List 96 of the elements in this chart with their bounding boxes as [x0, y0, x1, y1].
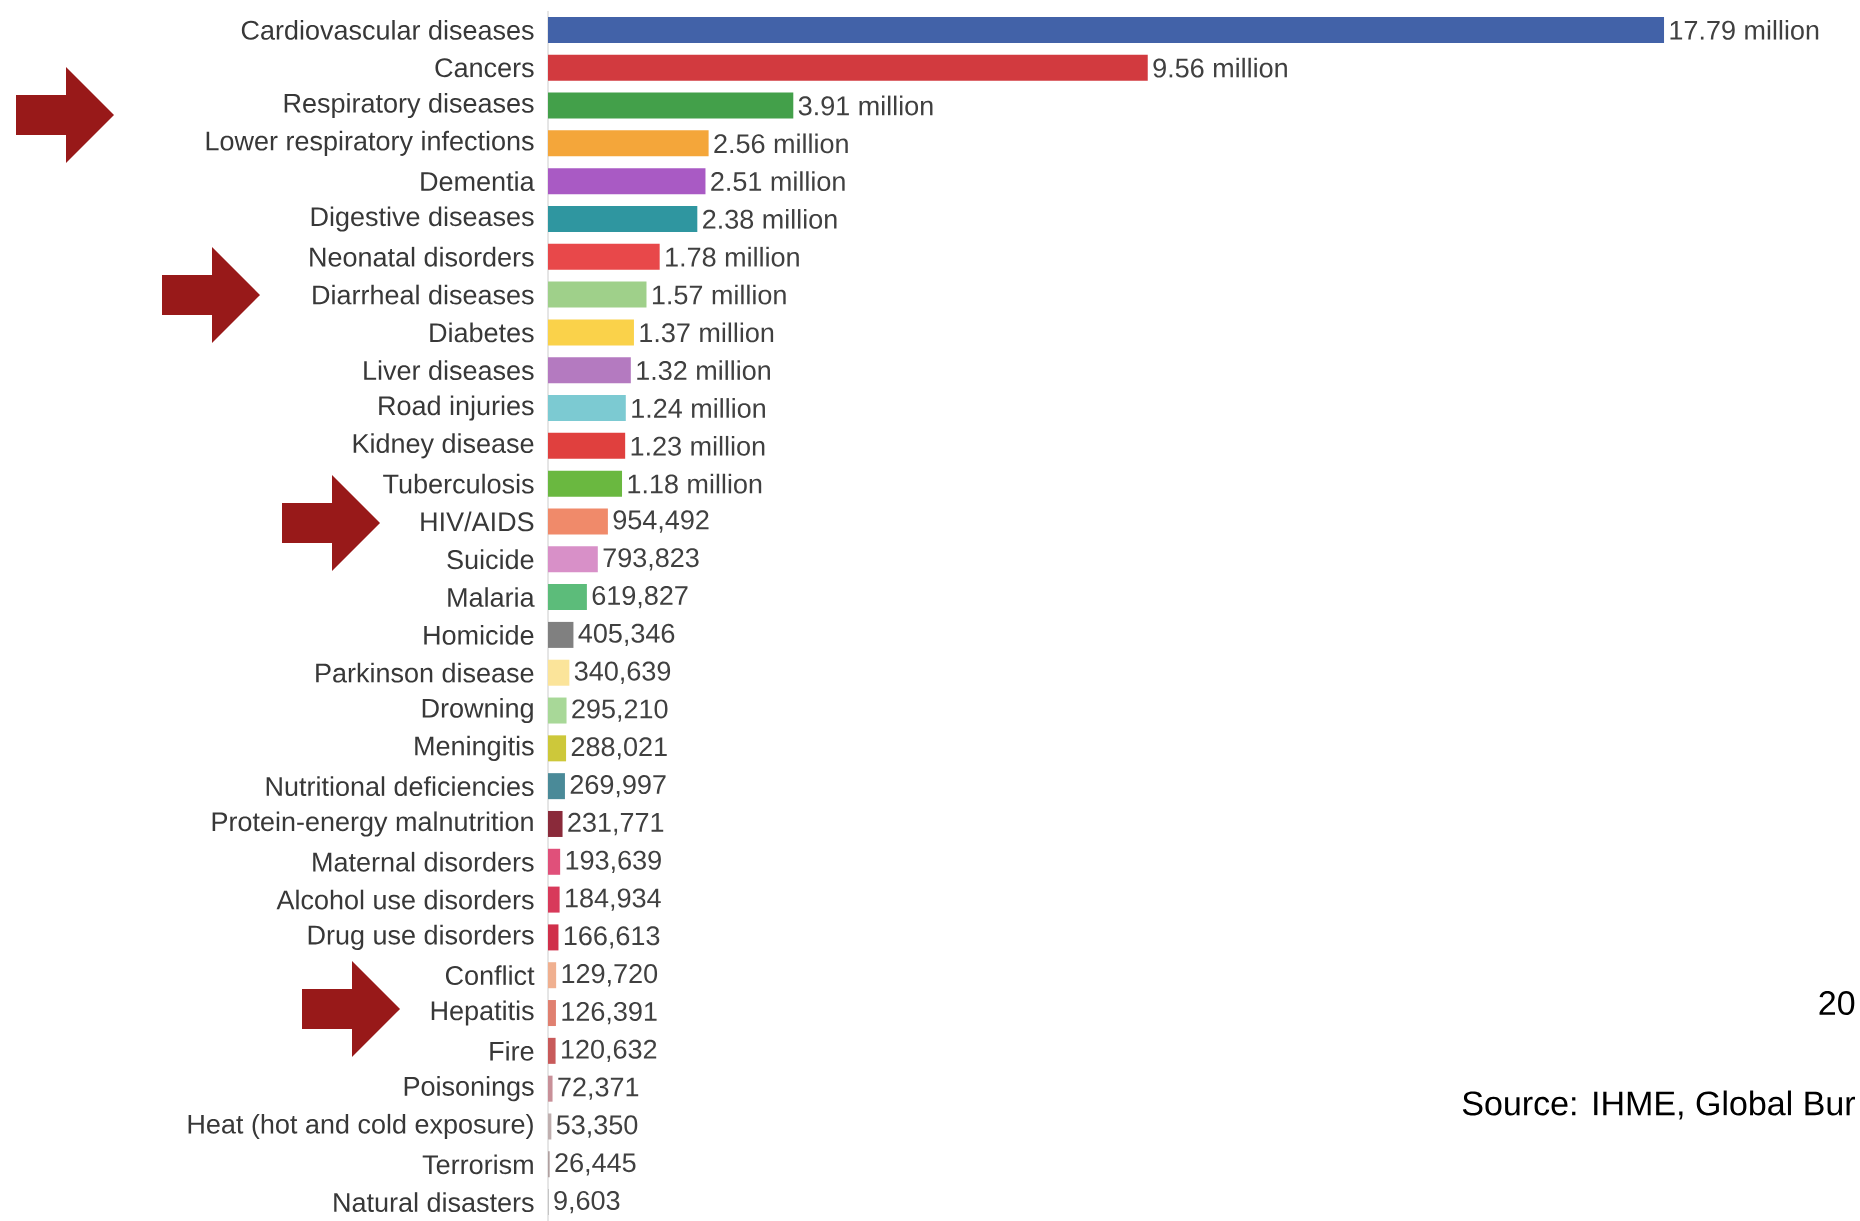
y-tick-label: Suicide [447, 549, 534, 569]
data-label: 1.37 million [640, 322, 774, 343]
data-label: 231,771 [568, 812, 664, 835]
data-label: 793,823 [603, 547, 699, 571]
annotation: Source: IHME, Global Bur [1462, 1090, 1856, 1120]
y-tick-label: Terrorism [422, 1154, 533, 1174]
bar [548, 962, 557, 989]
bar [548, 1075, 553, 1102]
bar [548, 167, 706, 194]
y-tick-label: Heat (hot and cold exposure) [188, 1113, 533, 1139]
text: 20 [1819, 990, 1855, 1015]
bar [548, 16, 1665, 43]
bar [548, 697, 567, 724]
bar [548, 243, 660, 270]
y-tick-label: Road injuries [379, 395, 534, 421]
bar [548, 924, 559, 951]
bar [548, 205, 698, 232]
data-label: 129,720 [562, 963, 658, 987]
bar [548, 621, 574, 648]
bar [548, 772, 565, 799]
bar [548, 92, 794, 119]
y-tick-label: Drowning [422, 697, 533, 723]
y-tick-label: Meningitis [415, 735, 534, 761]
bar [548, 546, 598, 573]
data-label: 126,391 [562, 1001, 657, 1025]
data-label: 9,603 [554, 1190, 620, 1214]
y-tick-label: Nutritional deficiencies [266, 776, 534, 796]
y-tick-label: Conflict [445, 965, 535, 985]
bar [548, 432, 626, 459]
y-tick-label: Cancers [435, 57, 534, 78]
bar [548, 886, 560, 913]
bar [548, 1037, 556, 1064]
data-label: 1.18 million [628, 473, 762, 494]
data-label: 2.51 million [711, 171, 845, 191]
y-tick-label: Diabetes [430, 322, 534, 343]
y-tick-label: Poisonings [404, 1075, 534, 1102]
y-tick-label: Diarrheal diseases [313, 284, 534, 305]
data-label: 9.56 million [1153, 57, 1287, 78]
y-tick-label: Tuberculosis [383, 473, 534, 494]
data-label: 184,934 [566, 888, 661, 911]
bar [548, 583, 587, 610]
y-tick-label: Homicide [424, 624, 534, 645]
data-label: 120,632 [562, 1039, 657, 1062]
y-tick-label: Protein-energy malnutrition [212, 811, 533, 837]
bar [548, 659, 570, 686]
data-label: 405,346 [578, 623, 675, 646]
y-tick-label: Fire [490, 1040, 534, 1061]
bar [548, 810, 563, 837]
bar [548, 848, 561, 875]
data-label: 1.23 million [631, 435, 765, 456]
data-label: 72,371 [558, 1077, 639, 1100]
bar [548, 394, 626, 421]
data-label: 1.78 million [666, 246, 799, 267]
y-tick-label: Liver diseases [364, 360, 534, 380]
bar [548, 508, 608, 535]
y-tick-label: Cardiovascular diseases [241, 19, 534, 40]
data-label: 3.91 million [798, 95, 933, 116]
data-label: 17.79 million [1670, 19, 1819, 40]
data-label: 269,997 [570, 774, 666, 798]
y-tick-label: Digestive diseases [311, 206, 534, 232]
y-tick-label: Lower respiratory infections [206, 130, 534, 156]
bar [548, 470, 623, 497]
y-tick-label: HIV/AIDS [421, 511, 534, 532]
bar [548, 54, 1148, 81]
y-tick-label: Hepatitis [431, 1000, 534, 1026]
y-tick-label: Dementia [421, 171, 535, 191]
data-label: 193,639 [566, 850, 661, 873]
data-label: 2.38 million [703, 208, 837, 229]
y-tick-label: Kidney disease [353, 433, 534, 459]
y-tick-label: Respiratory diseases [284, 92, 534, 118]
data-label: 1.32 million [637, 360, 770, 380]
y-tick-label: Malaria [448, 586, 535, 607]
bar [548, 281, 647, 308]
data-label: 288,021 [571, 737, 667, 760]
data-label: 1.24 million [632, 397, 765, 418]
bar [548, 1113, 552, 1140]
y-tick-label: Neonatal disorders [310, 246, 534, 267]
data-label: 1.57 million [652, 284, 786, 305]
bar [548, 999, 556, 1026]
bar [548, 319, 634, 346]
data-label: 2.56 million [714, 133, 848, 154]
y-tick-label: Natural disasters [334, 1192, 534, 1212]
data-label: 295,210 [572, 699, 668, 722]
bar [548, 130, 709, 157]
y-tick-label: Drug use disorders [308, 924, 534, 950]
data-label: 53,350 [556, 1115, 638, 1138]
y-tick-label: Parkinson disease [316, 662, 534, 683]
data-label: 619,827 [592, 585, 688, 609]
y-tick-label: Maternal disorders [313, 851, 534, 872]
data-label: 954,492 [613, 510, 709, 533]
bar [548, 357, 631, 384]
data-label: 340,639 [574, 661, 671, 684]
data-label: 26,445 [555, 1152, 636, 1176]
bar [548, 735, 567, 762]
y-tick-label: Alcohol use disorders [276, 889, 534, 910]
data-label: 166,613 [564, 926, 660, 949]
